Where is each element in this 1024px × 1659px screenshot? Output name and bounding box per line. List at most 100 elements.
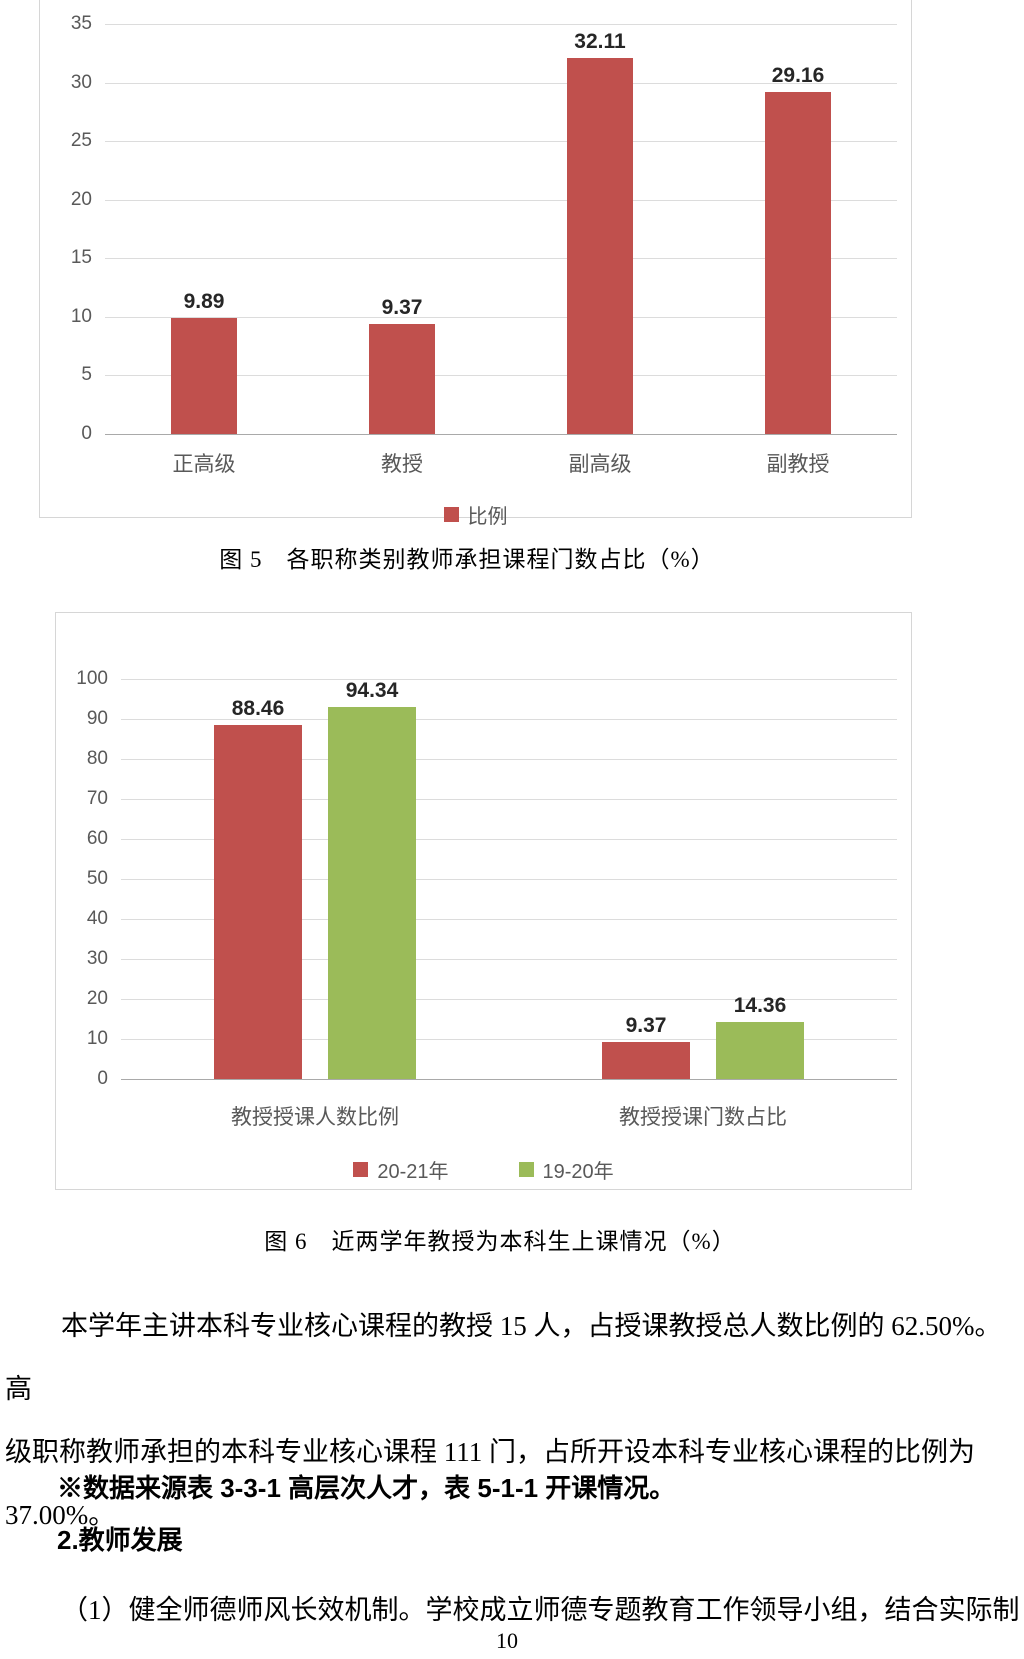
y-axis-tick-label: 70	[86, 788, 108, 809]
bar-value-label: 88.46	[231, 697, 285, 721]
figure6-bar-chart: 100 90 80 70 60 50 40 30 20 10 0 88.46 94.34 9.37 14.3…	[55, 612, 912, 1190]
figure5-bar-chart: 35 30 25 20 15 10 5 0 9.89 9.37 32.11 29.16 正高级 教授 副高…	[39, 0, 912, 528]
bar-比例-正高级	[171, 318, 237, 434]
bar-wrap: 32.11	[567, 24, 633, 434]
legend-label: 20-21年	[377, 1161, 449, 1183]
y-axis-tick-label: 100	[76, 668, 108, 689]
page-number: 10	[496, 1628, 518, 1653]
bar-19-20年-教授授课门数占比	[716, 1021, 804, 1079]
y-axis-tick-label: 10	[70, 305, 92, 327]
legend-item: 19-20年	[518, 1155, 614, 1184]
bar-value-label: 32.11	[574, 29, 626, 53]
section-heading-teacher-development: 2.教师发展	[57, 1525, 183, 1555]
x-axis-category-label: 教授授课门数占比	[619, 1106, 787, 1129]
bar-比例-教授	[369, 324, 435, 434]
bar-group: 9.89	[105, 24, 303, 434]
bar-wrap: 94.34	[328, 679, 416, 1079]
figure5-caption: 图 5 各职称类别教师承担课程门数占比（%）	[219, 547, 715, 572]
y-axis-tick-label: 60	[86, 828, 108, 849]
y-axis-tick-label: 30	[70, 71, 92, 93]
bar-value-label: 14.36	[733, 993, 787, 1017]
gridline	[121, 959, 897, 960]
paragraph-line: 37.00%。	[5, 1500, 116, 1530]
bars-area: 9.89 9.37 32.11 29.16	[105, 24, 897, 434]
gridline	[121, 799, 897, 800]
bar-value-label: 9.37	[381, 296, 423, 320]
bar-value-label: 94.34	[345, 679, 399, 702]
gridline	[121, 759, 897, 760]
y-axis-tick-label: 40	[86, 908, 108, 929]
figure6-legend: 20-21年 19-20年	[56, 1155, 911, 1184]
legend-label: 比例	[467, 506, 508, 528]
gridline	[121, 919, 897, 920]
bar-20-21年-教授授课人数比例	[214, 725, 302, 1079]
y-axis-tick-label: 10	[86, 1028, 108, 1049]
legend-item: 20-21年	[353, 1155, 449, 1184]
y-axis-tick-label: 50	[86, 868, 108, 889]
y-axis-tick-label: 20	[86, 988, 108, 1009]
bar-wrap: 9.37	[369, 24, 435, 434]
bar-value-label: 9.89	[183, 290, 225, 314]
legend-item: 比例	[443, 500, 508, 529]
y-axis-tick-label: 20	[70, 188, 92, 210]
figure5-x-axis-labels: 正高级 教授 副高级 副教授	[105, 448, 897, 478]
gridline	[121, 839, 897, 840]
bar-wrap: 9.89	[171, 24, 237, 434]
bar-group: 9.37	[303, 24, 501, 434]
x-axis-line	[121, 1079, 897, 1080]
legend-swatch-icon	[353, 1162, 369, 1177]
bar-group: 88.46 94.34	[121, 679, 509, 1079]
bar-value-label: 29.16	[771, 64, 825, 88]
gridline	[121, 999, 897, 1000]
x-axis-category-label: 教授授课人数比例	[231, 1106, 399, 1129]
bar-比例-副高级	[567, 57, 633, 434]
y-axis-tick-label: 35	[70, 13, 92, 34]
gridline	[105, 258, 897, 260]
gridline	[105, 316, 897, 318]
y-axis-tick-label: 0	[97, 1068, 108, 1089]
gridline	[105, 375, 897, 377]
bar-wrap: 14.36	[716, 679, 804, 1079]
bar-wrap: 29.16	[765, 24, 831, 434]
x-axis-category-label: 副教授	[766, 453, 830, 476]
y-axis-tick-label: 5	[81, 364, 92, 386]
figure6-x-axis-labels: 教授授课人数比例 教授授课门数占比	[121, 1101, 897, 1131]
bar-group: 29.16	[699, 24, 897, 434]
y-axis-tick-label: 0	[81, 423, 92, 444]
data-source-note: ※数据来源表 3-3-1 高层次人才，表 5-1-1 开课情况。	[57, 1473, 676, 1503]
x-axis-category-label: 教授	[381, 453, 423, 476]
y-axis-tick-label: 80	[86, 748, 108, 769]
bar-比例-副教授	[765, 92, 831, 434]
legend-swatch-icon	[518, 1162, 534, 1177]
paragraph-line: 级职称教师承担的本科专业核心课程 111 门，占所开设本科专业核心课程的比例为	[5, 1437, 975, 1467]
y-axis-tick-label: 25	[70, 130, 92, 152]
gridline	[105, 141, 897, 143]
y-axis-tick-label: 90	[86, 708, 108, 729]
x-axis-category-label: 副高级	[568, 453, 632, 476]
gridline	[121, 679, 897, 680]
gridline	[121, 1039, 897, 1040]
y-axis-tick-label: 30	[86, 948, 108, 969]
bar-20-21年-教授授课门数占比	[602, 1041, 690, 1079]
bar-wrap: 9.37	[602, 679, 690, 1079]
gridline	[105, 24, 897, 25]
gridline	[121, 719, 897, 720]
bar-value-label: 9.37	[625, 1013, 667, 1037]
y-axis-tick-label: 15	[70, 247, 92, 269]
gridline	[121, 879, 897, 880]
bar-19-20年-教授授课人数比例	[328, 707, 416, 1079]
bars-area: 88.46 94.34 9.37 14.36	[121, 679, 897, 1079]
figure6-plot-area: 100 90 80 70 60 50 40 30 20 10 0 88.46 94.34 9.37 14.3…	[76, 668, 897, 1089]
bar-group: 9.37 14.36	[509, 679, 897, 1079]
paragraph-line: 本学年主讲本科专业核心课程的教授 15 人，占授课教授总人数比例的 62.50%…	[5, 1311, 1002, 1404]
x-axis-category-label: 正高级	[172, 453, 236, 476]
gridline	[105, 199, 897, 201]
legend-swatch-icon	[443, 507, 459, 522]
x-axis-line	[105, 434, 897, 435]
paragraph-teacher-ethics: （1）健全师德师风长效机制。学校成立师德专题教育工作领导小组，结合实际制	[61, 1595, 1020, 1625]
figure5-legend: 比例	[40, 500, 911, 529]
figure5-plot-area: 35 30 25 20 15 10 5 0 9.89 9.37 32.11 29.16	[71, 13, 897, 444]
bar-group: 32.11	[501, 24, 699, 434]
figure6-caption: 图 6 近两学年教授为本科生上课情况（%）	[264, 1229, 736, 1254]
